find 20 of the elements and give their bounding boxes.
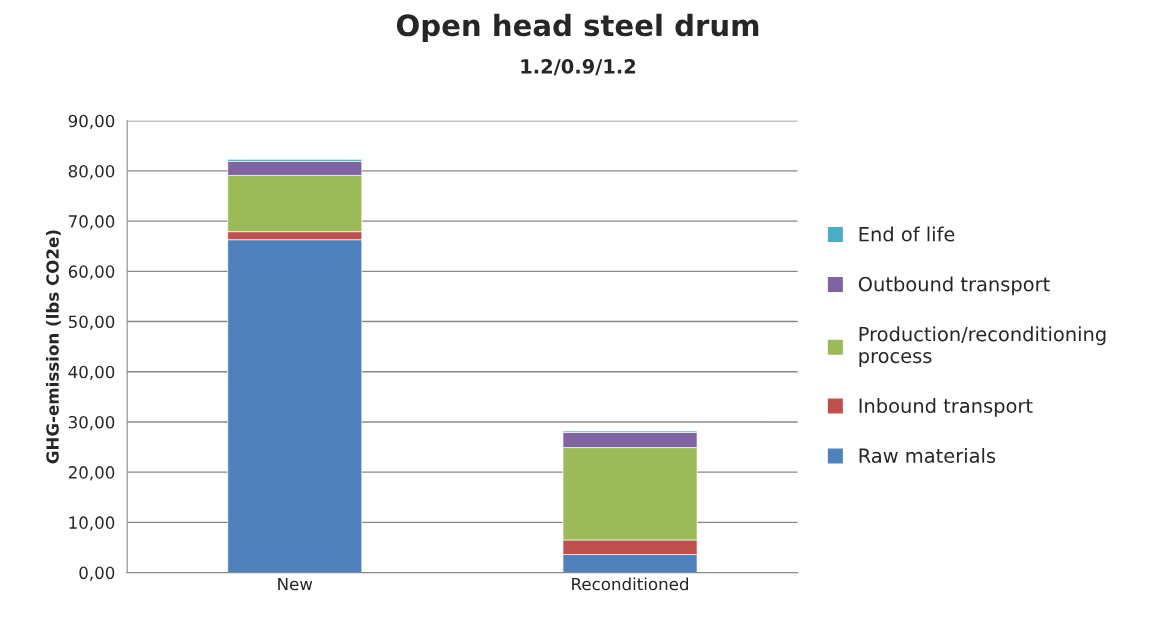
y-tick-label: 50,00 bbox=[68, 315, 115, 330]
legend-label: Production/reconditioning process bbox=[859, 326, 1106, 367]
legend-label: Outbound transport bbox=[858, 276, 1050, 296]
y-tick-label: 70,00 bbox=[69, 215, 115, 230]
legend-label: Inbound transport bbox=[859, 398, 1033, 417]
y-tick-label: 30,00 bbox=[68, 415, 115, 431]
y-tick-label: 40,00 bbox=[68, 365, 115, 381]
y-tick-label: 20,00 bbox=[68, 466, 115, 481]
chart-subtitle: 1.2/0.9/1.2 bbox=[521, 59, 636, 76]
x-tick-label: Reconditioned bbox=[572, 577, 688, 591]
legend-label: End of life bbox=[859, 226, 955, 242]
y-tick-label: 90,00 bbox=[68, 114, 115, 129]
legend-label: Raw materials bbox=[859, 447, 996, 464]
x-tick-label: New bbox=[278, 577, 313, 591]
chart-title: Open head steel drum bbox=[396, 13, 759, 42]
y-tick-label: 80,00 bbox=[68, 164, 115, 180]
y-tick-label: 0,00 bbox=[79, 566, 115, 581]
y-tick-label: 60,00 bbox=[68, 265, 115, 280]
y-axis-title: GHG-emission (lbs CO2e) bbox=[45, 230, 61, 464]
y-tick-label: 10,00 bbox=[69, 516, 115, 531]
